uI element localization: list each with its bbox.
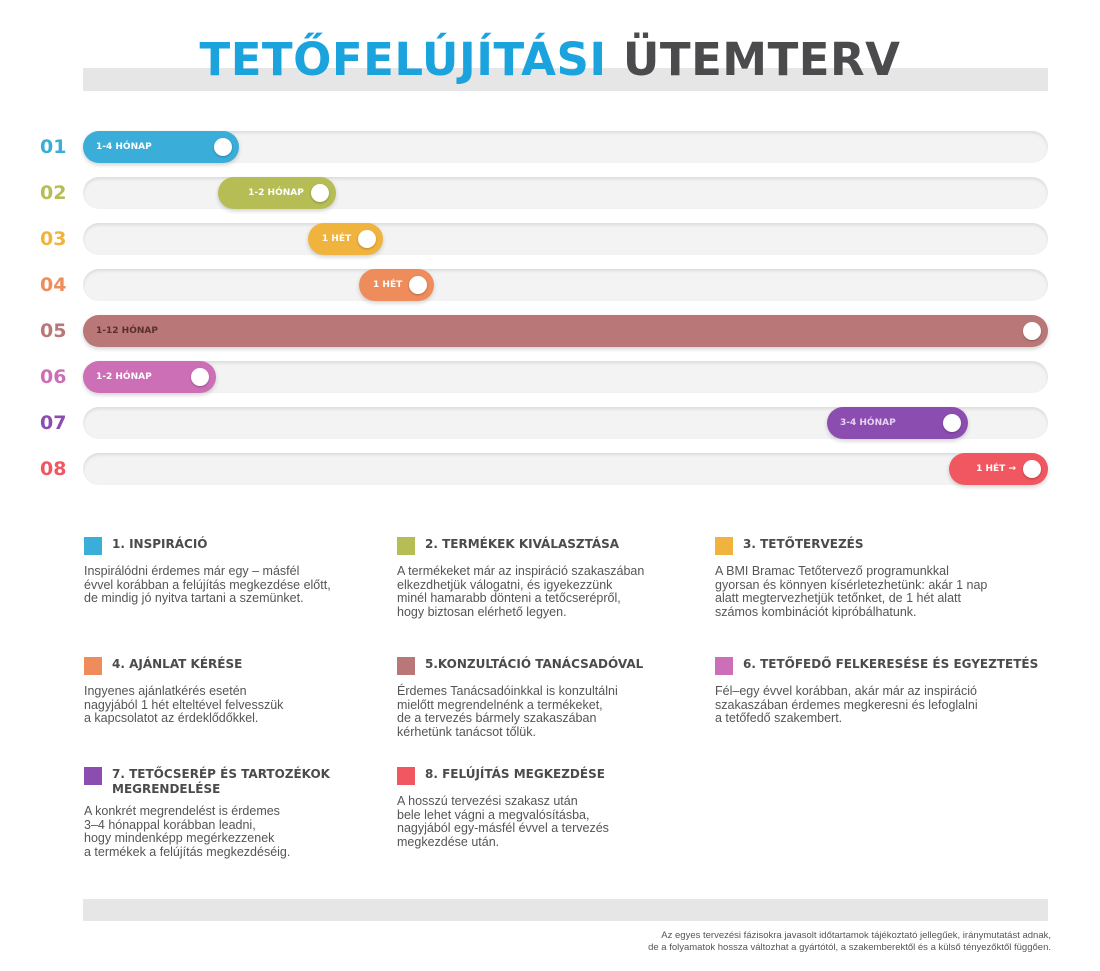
legend-heading: 2. TERMÉKEK KIVÁLASZTÁSA [397,537,697,555]
legend-item: 6. TETŐFEDŐ FELKERESÉSE ÉS EGYEZTETÉS Fél… [715,657,1060,726]
duration-label: 1-2 HÓNAP [248,188,304,198]
slider-knob [191,368,210,386]
step-number: 07 [40,412,67,434]
slider-knob [409,276,428,294]
legend-description: A konkrét megrendelést is érdemes 3–4 hó… [84,804,291,859]
color-swatch [397,767,415,785]
duration-label: 3-4 HÓNAP [840,418,896,428]
timeline-track [83,131,1048,163]
duration-bar: 1-2 HÓNAP [218,177,336,209]
legend-item: 4. AJÁNLAT KÉRÉSE Ingyenes ajánlatkérés e… [84,657,384,726]
step-number: 08 [40,458,67,480]
step-number: 06 [40,366,67,388]
color-swatch [715,537,733,555]
timeline-track [83,223,1048,255]
legend-item: 2. TERMÉKEK KIVÁLASZTÁSA A termékeket már… [397,537,697,619]
legend-title: 6. TETŐFEDŐ FELKERESÉSE ÉS EGYEZTETÉS [743,657,1039,671]
legend-description: Ingyenes ajánlatkérés esetén nagyjából 1… [84,684,284,725]
legend-item: 7. TETŐCSERÉP ÉS TARTOZÉKOK MEGRENDELÉSE… [84,767,384,859]
step-number: 05 [40,320,67,342]
legend-item: 5.KONZULTÁCIÓ TANÁCSADÓVAL Érdemes Tanács… [397,657,697,739]
legend-title: 1. INSPIRÁCIÓ [112,537,208,551]
color-swatch [84,537,102,555]
page-title: TETŐFELÚJÍTÁSI ÜTEMTERV [0,32,1100,88]
color-swatch [84,767,102,785]
legend-heading: 8. FELÚJÍTÁS MEGKEZDÉSE [397,767,697,785]
duration-label: 1 HÉT → [976,464,1016,474]
duration-label: 1-4 HÓNAP [96,142,152,152]
slider-knob [1022,460,1041,478]
timeline-track [83,269,1048,301]
legend-heading: 3. TETŐTERVEZÉS [715,537,1060,555]
legend-title: 3. TETŐTERVEZÉS [743,537,864,551]
color-swatch [84,657,102,675]
duration-label: 1-12 HÓNAP [96,326,158,336]
legend-item: 8. FELÚJÍTÁS MEGKEZDÉSE A hosszú tervezés… [397,767,697,849]
duration-bar: 1-4 HÓNAP [83,131,240,163]
legend-description: Inspirálódni érdemes már egy – másfél év… [84,564,331,605]
step-number: 02 [40,182,67,204]
duration-bar: 1 HÉT [358,269,435,301]
duration-bar: 1-2 HÓNAP [83,361,217,393]
duration-bar: 1 HÉT → [948,453,1048,485]
legend-item: 1. INSPIRÁCIÓ Inspirálódni érdemes már eg… [84,537,384,606]
legend-item: 3. TETŐTERVEZÉS A BMI Bramac Tetőtervező … [715,537,1060,619]
duration-label: 1 HÉT [373,280,403,290]
slider-knob [942,414,961,432]
slider-knob [214,138,233,156]
step-number: 03 [40,228,67,250]
slider-knob [358,230,377,248]
color-swatch [397,657,415,675]
legend-title: 8. FELÚJÍTÁS MEGKEZDÉSE [425,767,605,781]
color-swatch [397,537,415,555]
legend-title: 2. TERMÉKEK KIVÁLASZTÁSA [425,537,620,551]
legend-heading: 4. AJÁNLAT KÉRÉSE [84,657,384,675]
duration-bar: 1-12 HÓNAP [83,315,1048,347]
footer-band [83,899,1048,921]
timeline-track [83,361,1048,393]
legend-description: Érdemes Tanácsadóinkkal is konzultálni m… [397,684,618,739]
slider-knob [1023,322,1041,340]
legend-title: 4. AJÁNLAT KÉRÉSE [112,657,243,671]
legend-heading: 5.KONZULTÁCIÓ TANÁCSADÓVAL [397,657,697,675]
color-swatch [715,657,733,675]
legend-description: A BMI Bramac Tetőtervező programunkkal g… [715,564,988,619]
timeline-track [83,453,1048,485]
duration-label: 1 HÉT [321,234,352,244]
slider-knob [310,184,329,202]
footnote: Az egyes tervezési fázisokra javasolt id… [648,930,1051,953]
title-part-1: TETŐFELÚJÍTÁSI [199,33,607,86]
title-part-2: ÜTEMTERV [622,33,901,86]
legend-description: A hosszú tervezési szakasz után bele leh… [397,794,609,849]
duration-bar: 1 HÉT [307,223,384,255]
legend-heading: 6. TETŐFEDŐ FELKERESÉSE ÉS EGYEZTETÉS [715,657,1060,675]
legend-description: Fél–egy évvel korábban, akár már az insp… [715,684,978,725]
legend-title: 5.KONZULTÁCIÓ TANÁCSADÓVAL [425,657,644,671]
legend-title: 7. TETŐCSERÉP ÉS TARTOZÉKOK MEGRENDELÉSE [112,767,330,796]
duration-label: 1-2 HÓNAP [96,372,152,382]
duration-bar: 3-4 HÓNAP [827,407,968,439]
legend-heading: 7. TETŐCSERÉP ÉS TARTOZÉKOK MEGRENDELÉSE [84,767,384,797]
step-number: 01 [40,136,67,158]
step-number: 04 [40,274,67,296]
legend-heading: 1. INSPIRÁCIÓ [84,537,384,555]
legend-description: A termékeket már az inspiráció szakaszáb… [397,564,645,619]
